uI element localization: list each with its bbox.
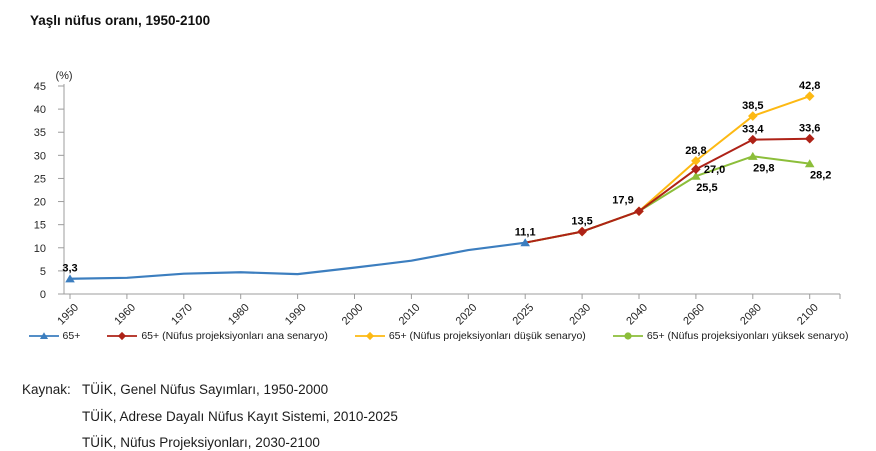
svg-text:20: 20 — [34, 197, 46, 209]
svg-text:11,1: 11,1 — [515, 227, 536, 239]
legend-item-4: 65+ (Nüfus projeksiyonları yüksek senary… — [612, 330, 849, 342]
svg-text:38,5: 38,5 — [742, 100, 763, 112]
chart-legend: 65+ 65+ (Nüfus projeksiyonları ana senary… — [0, 330, 876, 342]
svg-text:27,0: 27,0 — [704, 164, 725, 176]
legend-item-1: 65+ — [28, 330, 81, 342]
circle-marker-icon — [612, 332, 643, 340]
source-label: Kaynak: — [22, 382, 71, 397]
source-note: Kaynak: TÜİK, Genel Nüfus Sayımları, 195… — [22, 377, 398, 451]
svg-text:2000: 2000 — [340, 302, 366, 328]
svg-text:3,3: 3,3 — [62, 263, 77, 275]
svg-text:40: 40 — [34, 104, 46, 116]
legend-label: 65+ (Nüfus projeksiyonları düşük senaryo… — [388, 330, 586, 342]
svg-text:1990: 1990 — [283, 302, 309, 328]
svg-text:17,9: 17,9 — [612, 194, 633, 206]
svg-text:33,6: 33,6 — [799, 123, 820, 135]
svg-text:29,8: 29,8 — [753, 162, 774, 174]
svg-text:2100: 2100 — [795, 302, 821, 328]
triangle-marker-icon — [28, 332, 59, 340]
svg-text:2030: 2030 — [567, 302, 593, 328]
svg-text:5: 5 — [40, 266, 46, 278]
svg-text:2010: 2010 — [397, 302, 423, 328]
svg-text:0: 0 — [40, 289, 46, 301]
chart-title: Yaşlı nüfus oranı, 1950-2100 — [30, 13, 211, 28]
legend-label: 65+ (Nüfus projeksiyonları ana senaryo) — [141, 330, 328, 342]
svg-text:25: 25 — [34, 173, 46, 185]
svg-text:15: 15 — [34, 220, 46, 232]
source-line-3: TÜİK, Nüfus Projeksiyonları, 2030-2100 — [82, 435, 320, 450]
svg-text:2040: 2040 — [624, 302, 650, 328]
legend-label: 65+ — [62, 330, 81, 342]
svg-text:1960: 1960 — [112, 302, 138, 328]
svg-text:42,8: 42,8 — [799, 80, 820, 92]
svg-text:2080: 2080 — [738, 302, 764, 328]
svg-text:1980: 1980 — [226, 302, 252, 328]
diamond-marker-icon — [107, 331, 138, 341]
svg-text:2020: 2020 — [454, 302, 480, 328]
svg-text:1970: 1970 — [169, 302, 195, 328]
svg-text:1950: 1950 — [55, 302, 81, 328]
svg-text:33,4: 33,4 — [742, 124, 764, 136]
svg-text:35: 35 — [34, 127, 46, 139]
legend-item-2: 65+ (Nüfus projeksiyonları ana senaryo) — [106, 330, 328, 342]
svg-text:(%): (%) — [55, 70, 72, 82]
source-line-1: TÜİK, Genel Nüfus Sayımları, 1950-2000 — [82, 382, 329, 397]
svg-text:28,2: 28,2 — [810, 170, 831, 182]
svg-text:30: 30 — [34, 150, 46, 162]
source-line-2: TÜİK, Adrese Dayalı Nüfus Kayıt Sistemi,… — [82, 408, 398, 424]
legend-label: 65+ (Nüfus projeksiyonları yüksek senary… — [646, 330, 849, 342]
diamond-marker-icon — [354, 331, 385, 341]
legend-item-3: 65+ (Nüfus projeksiyonları düşük senaryo… — [354, 330, 586, 342]
svg-text:45: 45 — [34, 81, 46, 93]
svg-text:2060: 2060 — [681, 302, 707, 328]
svg-text:28,8: 28,8 — [685, 145, 706, 157]
svg-text:13,5: 13,5 — [571, 216, 592, 228]
svg-text:25,5: 25,5 — [696, 182, 717, 194]
svg-text:10: 10 — [34, 243, 46, 255]
svg-text:2025: 2025 — [511, 302, 537, 328]
